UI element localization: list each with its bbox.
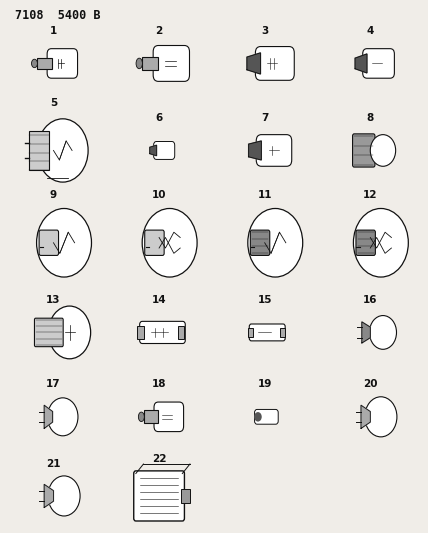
Polygon shape <box>247 53 261 74</box>
FancyBboxPatch shape <box>39 230 59 255</box>
Circle shape <box>142 208 197 277</box>
Text: 17: 17 <box>46 379 61 390</box>
FancyBboxPatch shape <box>256 135 292 166</box>
FancyBboxPatch shape <box>249 324 285 341</box>
Polygon shape <box>361 405 370 429</box>
Text: 22: 22 <box>152 454 166 464</box>
Polygon shape <box>44 484 54 507</box>
FancyBboxPatch shape <box>145 230 164 255</box>
Circle shape <box>248 208 303 277</box>
Text: 10: 10 <box>152 190 166 199</box>
FancyBboxPatch shape <box>250 230 270 255</box>
FancyBboxPatch shape <box>154 402 184 432</box>
FancyBboxPatch shape <box>140 321 185 343</box>
Bar <box>29 131 49 170</box>
Polygon shape <box>362 322 370 343</box>
Circle shape <box>369 316 396 349</box>
Bar <box>142 56 158 70</box>
Circle shape <box>36 208 92 277</box>
Text: 2: 2 <box>155 26 163 36</box>
Text: 15: 15 <box>258 295 272 305</box>
Text: 20: 20 <box>363 379 377 390</box>
Text: 18: 18 <box>152 379 166 390</box>
Polygon shape <box>249 141 262 160</box>
FancyBboxPatch shape <box>256 46 294 80</box>
Circle shape <box>48 306 91 359</box>
Bar <box>178 326 184 339</box>
FancyBboxPatch shape <box>356 230 375 255</box>
FancyBboxPatch shape <box>153 45 190 82</box>
FancyBboxPatch shape <box>134 471 184 521</box>
Text: 11: 11 <box>258 190 272 199</box>
Ellipse shape <box>138 412 144 422</box>
Text: 14: 14 <box>152 295 166 305</box>
Bar <box>248 328 253 337</box>
Text: 21: 21 <box>46 458 61 469</box>
FancyBboxPatch shape <box>154 141 175 159</box>
Text: 12: 12 <box>363 190 377 199</box>
Text: 9: 9 <box>50 190 57 199</box>
Text: 7108  5400 B: 7108 5400 B <box>15 9 101 22</box>
FancyBboxPatch shape <box>255 409 278 424</box>
Polygon shape <box>150 145 157 156</box>
Polygon shape <box>355 54 367 73</box>
Text: 19: 19 <box>258 379 272 390</box>
Bar <box>137 326 144 339</box>
Ellipse shape <box>136 58 143 69</box>
Bar <box>144 410 158 423</box>
FancyBboxPatch shape <box>35 318 63 346</box>
Ellipse shape <box>32 59 37 68</box>
Bar <box>279 328 285 337</box>
Text: 6: 6 <box>155 113 163 123</box>
Circle shape <box>48 398 78 436</box>
Text: 13: 13 <box>46 295 61 305</box>
Bar <box>181 489 190 503</box>
Circle shape <box>48 476 80 516</box>
Ellipse shape <box>254 412 262 422</box>
Text: 5: 5 <box>50 98 57 108</box>
Text: 4: 4 <box>367 26 374 36</box>
Circle shape <box>370 135 395 166</box>
Polygon shape <box>44 405 53 429</box>
FancyBboxPatch shape <box>363 49 394 78</box>
Circle shape <box>37 119 88 182</box>
Text: 3: 3 <box>261 26 268 36</box>
Text: 8: 8 <box>367 113 374 123</box>
Circle shape <box>354 208 408 277</box>
Text: 16: 16 <box>363 295 377 305</box>
Circle shape <box>365 397 397 437</box>
Text: 7: 7 <box>261 113 268 123</box>
FancyBboxPatch shape <box>47 49 77 78</box>
Text: 1: 1 <box>50 26 57 36</box>
FancyBboxPatch shape <box>353 134 375 167</box>
Bar <box>37 58 52 69</box>
